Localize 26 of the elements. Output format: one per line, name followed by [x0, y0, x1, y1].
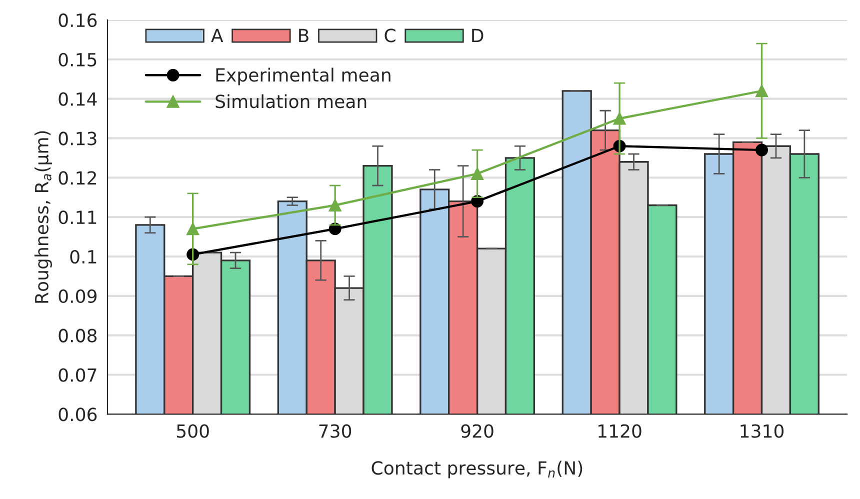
x-axis-title: Contact pressure, F$_{n}$(N)	[372, 460, 582, 478]
legend-label: Simulation mean	[216, 94, 366, 108]
legend-label: A	[211, 28, 224, 42]
y-tick-label: 0.06	[58, 408, 97, 422]
y-axis-title: Roughness, R$_{a}$(μm)	[34, 131, 52, 303]
y-tick-label: 0.09	[58, 289, 97, 304]
x-tick-label: 1310	[740, 424, 784, 438]
y-tick-label: 0.13	[58, 132, 96, 146]
legend-label: C	[384, 28, 396, 42]
y-tick-label: 0.1	[70, 250, 96, 264]
point	[328, 222, 342, 236]
x-tick-label: 920	[461, 424, 494, 438]
legend-label: Experimental mean	[216, 68, 390, 86]
y-tick-label: 0.16	[58, 13, 97, 28]
y-tick-label: 0.07	[58, 368, 96, 382]
x-tick-label: 1120	[598, 424, 642, 438]
legend-label: B	[299, 28, 308, 42]
x-tick-label: 730	[319, 424, 352, 438]
y-tick-label: 0.08	[58, 328, 97, 342]
point	[756, 144, 768, 156]
y-tick-label: 0.14	[58, 92, 97, 106]
y-tick-label: 0.12	[58, 171, 96, 185]
y-tick-label: 0.15	[58, 52, 96, 66]
y-tick-label: 0.11	[58, 210, 96, 224]
legend-label: D	[472, 28, 484, 42]
x-tick-label: 500	[177, 424, 209, 438]
